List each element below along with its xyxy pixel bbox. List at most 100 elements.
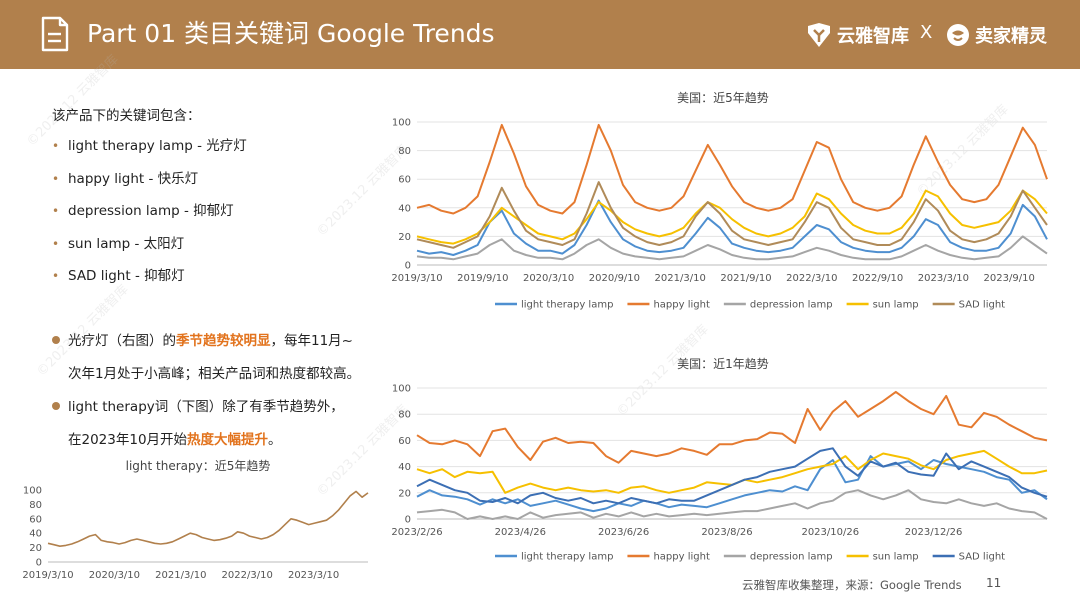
y-tick-label: 20 (398, 232, 411, 243)
y-tick-label: 0 (36, 558, 42, 569)
y-tick-label: 100 (392, 384, 411, 395)
x-tick-label: 2023/8/26 (701, 527, 752, 538)
series-line-sun-lamp (416, 449, 1048, 494)
keyword-list: • light therapy lamp - 光疗灯 • happy light -… (52, 137, 247, 300)
legend-entry: sun lamp (873, 552, 919, 563)
x-tick-label: 2019/3/10 (391, 273, 442, 284)
series-line-sun-lamp (416, 189, 1048, 245)
chart-us-5year: 美国：近5年趋势 0 20 40 60 80 100 2019/3/10 2019/9/10 20… (383, 82, 1063, 318)
series-line-light-therapy-lamp (416, 199, 1048, 256)
bullet-icon: • (52, 139, 60, 153)
yunya-logo-icon (808, 23, 830, 47)
x-tick-label: 2023/4/26 (495, 527, 546, 538)
x-tick-label: 2020/9/10 (589, 273, 640, 284)
chart-light-therapy-5year: light therapy：近5年趋势 0 20 40 60 80 100 2019/3/10… (14, 454, 374, 584)
brand-separator: X (920, 22, 933, 43)
y-tick-label: 0 (405, 515, 411, 526)
series-line-happy-light (416, 390, 1048, 464)
y-tick-label: 40 (398, 462, 411, 473)
legend-entry: sun lamp (873, 300, 919, 311)
x-tick-label: 2023/3/10 (918, 273, 969, 284)
chart-title: 美国：近5年趋势 (677, 91, 769, 105)
x-tick-label: 2023/3/10 (288, 570, 339, 581)
bullet-icon: • (52, 269, 60, 283)
series-line-light-therapy (47, 490, 369, 547)
y-tick-label: 20 (398, 488, 411, 499)
keyword-item: • light therapy lamp - 光疗灯 (52, 138, 247, 154)
y-tick-label: 40 (29, 529, 42, 540)
bullet-icon: • (52, 236, 60, 251)
y-tick-label: 80 (398, 410, 411, 421)
brand-yunya-name: 云雅智库 (837, 26, 909, 47)
chart-light-therapy-5year-svg: light therapy：近5年趋势 0 20 40 60 80 100 2019/3/10… (22, 459, 369, 581)
x-tick-label: 2023/6/26 (598, 527, 649, 538)
brand-sellersprite-name: 卖家精灵 (975, 26, 1047, 47)
chart-us-1year: 美国：近1年趋势 0 20 40 60 80 100 2023/2/26 2023/4/26 20… (383, 348, 1063, 570)
bullet-dot-icon (52, 402, 60, 410)
note-growth-line2: 在2023年10月开始热度大幅提升。 (68, 432, 282, 448)
bullet-icon: • (52, 204, 60, 218)
keyword-item: • depression lamp - 抑郁灯 (52, 203, 234, 219)
y-tick-label: 100 (392, 118, 411, 129)
legend-entry: depression lamp (750, 300, 833, 311)
legend-entry: SAD light (959, 552, 1005, 563)
chart-us-5year-svg: 美国：近5年趋势 0 20 40 60 80 100 2019/3/10 2019/9/10 20… (391, 91, 1048, 311)
x-tick-label: 2021/9/10 (720, 273, 771, 284)
series-line-depression-lamp (416, 489, 1048, 520)
keyword-item: • happy light - 快乐灯 (52, 170, 199, 187)
chart-us-1year-svg: 美国：近1年趋势 0 20 40 60 80 100 2023/2/26 2023/4/26 20… (391, 357, 1048, 563)
brand-sellersprite: 卖家精灵 (946, 20, 1047, 50)
series-line-sad-light (416, 181, 1048, 249)
legend-entry: SAD light (959, 300, 1005, 311)
series-line-sad-light (416, 447, 1048, 505)
y-tick-label: 60 (29, 514, 42, 525)
x-tick-label: 2021/3/10 (655, 273, 706, 284)
series-line-depression-lamp (416, 235, 1048, 261)
y-tick-label: 0 (405, 261, 411, 272)
brand-yunya: 云雅智库 (806, 20, 909, 50)
document-icon (41, 16, 69, 52)
y-tick-label: 20 (29, 543, 42, 554)
page-title: Part 01 类目关键词 Google Trends (87, 19, 495, 48)
legend-entry: light therapy lamp (521, 552, 613, 563)
header-bar: Part 01 类目关键词 Google Trends 云雅智库 X 卖家精灵 (0, 0, 1080, 69)
note-seasonal-line1: 光疗灯（右图）的季节趋势较明显，每年11月~ (52, 329, 353, 349)
x-tick-label: 2019/9/10 (457, 273, 508, 284)
x-tick-label: 2020/3/10 (523, 273, 574, 284)
footer-source: 云雅智库收集整理，来源：Google Trends (742, 578, 962, 592)
x-tick-label: 2023/2/26 (391, 527, 442, 538)
note-seasonal-line2: 次年1月处于小高峰；相关产品词和热度都较高。 (68, 366, 361, 382)
y-tick-label: 60 (398, 175, 411, 186)
x-tick-label: 2020/3/10 (89, 570, 140, 581)
intro-text: 该产品下的关键词包含： (52, 108, 201, 124)
y-tick-label: 60 (398, 436, 411, 447)
x-tick-label: 2022/3/10 (786, 273, 837, 284)
y-tick-label: 80 (29, 500, 42, 511)
chart-title: light therapy：近5年趋势 (126, 459, 271, 473)
chart-title: 美国：近1年趋势 (677, 357, 769, 371)
bullet-dot-icon (52, 336, 60, 344)
sellersprite-logo-icon (947, 24, 969, 46)
highlight-growth: 热度大幅提升 (187, 432, 269, 448)
x-tick-label: 2023/9/10 (984, 273, 1035, 284)
y-tick-label: 100 (23, 486, 42, 497)
x-tick-label: 2023/10/26 (801, 527, 859, 538)
y-tick-label: 40 (398, 203, 411, 214)
bullet-icon: • (52, 171, 60, 186)
keyword-item: • sun lamp - 太阳灯 (52, 235, 185, 252)
legend-entry: depression lamp (750, 552, 833, 563)
y-tick-label: 80 (398, 146, 411, 157)
note-growth-line1: light therapy词（下图）除了有季节趋势外， (52, 395, 344, 415)
x-tick-label: 2019/3/10 (22, 570, 73, 581)
legend-entry: happy light (653, 552, 710, 563)
keyword-item: • SAD light - 抑郁灯 (52, 268, 185, 284)
x-tick-label: 2022/9/10 (852, 273, 903, 284)
highlight-seasonal: 季节趋势较明显 (176, 333, 271, 349)
legend-entry: light therapy lamp (521, 300, 613, 311)
x-tick-label: 2023/12/26 (905, 527, 963, 538)
series-line-light-therapy-lamp (416, 455, 1048, 513)
page-number: 11 (986, 576, 1002, 590)
series-line-happy-light (416, 123, 1048, 215)
x-tick-label: 2022/3/10 (222, 570, 273, 581)
legend-entry: happy light (653, 300, 710, 311)
